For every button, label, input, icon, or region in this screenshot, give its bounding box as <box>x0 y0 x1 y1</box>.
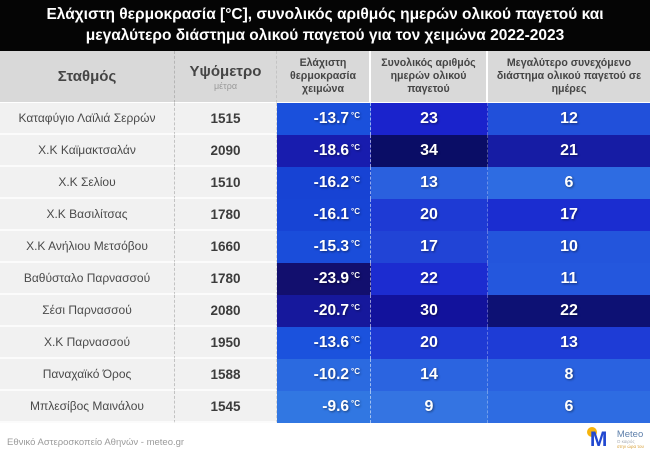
min-temp-value: -16.2 <box>313 174 350 191</box>
min-temp-cell: -16.2 °C <box>277 167 371 199</box>
min-temp-value: -18.6 <box>313 142 350 159</box>
altitude-cell: 1950 <box>175 327 277 359</box>
min-temp-value: -13.6 <box>313 334 350 351</box>
frost-interval-cell: 8 <box>488 359 650 391</box>
min-temp-cell: -23.9 °C <box>277 263 371 295</box>
station-cell: Χ.Κ Σελίου <box>0 167 175 199</box>
frost-interval-cell: 17 <box>488 199 650 231</box>
table-row: Παναχαϊκό Όρος 1588 -10.2 °C 14 8 <box>0 359 650 391</box>
frost-days-cell: 30 <box>371 295 488 327</box>
frost-days-cell: 14 <box>371 359 488 391</box>
celsius-unit: °C <box>351 238 360 248</box>
table-row: Σέσι Παρνασσού 2080 -20.7 °C 30 22 <box>0 295 650 327</box>
min-temp-value: -13.7 <box>313 110 350 127</box>
celsius-unit: °C <box>351 110 360 120</box>
meteo-m-icon: M <box>589 428 607 451</box>
table-header: Σταθμός Υψόμετρο μέτρα Ελάχιστη θερμοκρα… <box>0 51 650 103</box>
altitude-cell: 1545 <box>175 391 277 423</box>
station-cell: Παναχαϊκό Όρος <box>0 359 175 391</box>
min-temp-cell: -18.6 °C <box>277 135 371 167</box>
table-row: Χ.Κ Ανήλιου Μετσόβου 1660 -15.3 °C 17 10 <box>0 231 650 263</box>
celsius-unit: °C <box>351 206 360 216</box>
celsius-unit: °C <box>351 334 360 344</box>
meteo-logo: M Meteo Ο καιρός στην ώρα του <box>586 427 644 453</box>
footer: Εθνικό Αστεροσκοπείο Αθηνών - meteo.gr M… <box>0 423 650 455</box>
celsius-unit: °C <box>351 398 360 408</box>
table-row: Χ.Κ Βασιλίτσας 1780 -16.1 °C 20 17 <box>0 199 650 231</box>
frost-interval-cell: 6 <box>488 391 650 423</box>
altitude-cell: 1780 <box>175 263 277 295</box>
col-header-station: Σταθμός <box>0 51 175 103</box>
station-cell: Χ.Κ Παρνασσού <box>0 327 175 359</box>
frost-days-cell: 22 <box>371 263 488 295</box>
altitude-cell: 2080 <box>175 295 277 327</box>
logo-tagline-1: Ο καιρός <box>616 439 635 445</box>
frost-days-cell: 34 <box>371 135 488 167</box>
title-line-1: Ελάχιστη θερμοκρασία [°C], συνολικός αρι… <box>46 5 604 23</box>
frost-days-cell: 20 <box>371 327 488 359</box>
station-cell: Καταφύγιο Λαϊλιά Σερρών <box>0 103 175 135</box>
page-title: Ελάχιστη θερμοκρασία [°C], συνολικός αρι… <box>0 0 650 51</box>
logo-wordmark: Meteo <box>616 428 644 440</box>
min-temp-cell: -20.7 °C <box>277 295 371 327</box>
table-row: Χ.Κ Παρνασσού 1950 -13.6 °C 20 13 <box>0 327 650 359</box>
table-body: Καταφύγιο Λαϊλιά Σερρών 1515 -13.7 °C 23 12 Χ.… <box>0 103 650 423</box>
min-temp-cell: -13.6 °C <box>277 327 371 359</box>
frost-days-cell: 9 <box>371 391 488 423</box>
logo-tagline-2: στην ώρα του <box>616 444 644 450</box>
altitude-cell: 1515 <box>175 103 277 135</box>
title-line-2: μεγαλύτερο διάστημα ολικού παγετού για τ… <box>85 26 565 44</box>
station-cell: Σέσι Παρνασσού <box>0 295 175 327</box>
table-row: Χ.Κ Καϊμακτσαλάν 2090 -18.6 °C 34 21 <box>0 135 650 167</box>
table-row: Μπλεσίβος Μαινάλου 1545 -9.6 °C 9 6 <box>0 391 650 423</box>
frost-interval-cell: 12 <box>488 103 650 135</box>
table-row: Βαθύσταλο Παρνασσού 1780 -23.9 °C 22 11 <box>0 263 650 295</box>
altitude-cell: 1780 <box>175 199 277 231</box>
frost-interval-cell: 22 <box>488 295 650 327</box>
frost-interval-cell: 11 <box>488 263 650 295</box>
min-temp-value: -20.7 <box>313 302 350 319</box>
frost-days-cell: 13 <box>371 167 488 199</box>
station-cell: Χ.Κ Ανήλιου Μετσόβου <box>0 231 175 263</box>
col-header-min-temp: Ελάχιστη θερμοκρασία χειμώνα <box>277 51 371 103</box>
min-temp-value: -16.1 <box>313 206 350 223</box>
frost-interval-cell: 13 <box>488 327 650 359</box>
sun-icon <box>586 427 597 437</box>
source-attribution: Εθνικό Αστεροσκοπείο Αθηνών - meteo.gr <box>7 436 185 448</box>
min-temp-cell: -15.3 °C <box>277 231 371 263</box>
altitude-cell: 1660 <box>175 231 277 263</box>
col-header-altitude: Υψόμετρο μέτρα <box>175 51 277 103</box>
celsius-unit: °C <box>351 174 360 184</box>
min-temp-value: -15.3 <box>313 238 350 255</box>
min-temp-value: -9.6 <box>322 398 350 415</box>
min-temp-cell: -10.2 °C <box>277 359 371 391</box>
table-row: Χ.Κ Σελίου 1510 -16.2 °C 13 6 <box>0 167 650 199</box>
station-cell: Βαθύσταλο Παρνασσού <box>0 263 175 295</box>
min-temp-cell: -16.1 °C <box>277 199 371 231</box>
altitude-cell: 1510 <box>175 167 277 199</box>
frost-interval-cell: 21 <box>488 135 650 167</box>
min-temp-cell: -9.6 °C <box>277 391 371 423</box>
min-temp-cell: -13.7 °C <box>277 103 371 135</box>
station-cell: Μπλεσίβος Μαινάλου <box>0 391 175 423</box>
celsius-unit: °C <box>351 302 360 312</box>
min-temp-value: -23.9 <box>313 270 350 287</box>
station-cell: Χ.Κ Καϊμακτσαλάν <box>0 135 175 167</box>
table-row: Καταφύγιο Λαϊλιά Σερρών 1515 -13.7 °C 23 12 <box>0 103 650 135</box>
min-temp-value: -10.2 <box>313 366 350 383</box>
altitude-cell: 1588 <box>175 359 277 391</box>
frost-days-cell: 23 <box>371 103 488 135</box>
altitude-cell: 2090 <box>175 135 277 167</box>
station-cell: Χ.Κ Βασιλίτσας <box>0 199 175 231</box>
altitude-unit-label: μέτρα <box>213 80 238 91</box>
celsius-unit: °C <box>351 142 360 152</box>
col-header-frost-days: Συνολικός αριθμός ημερών ολικού παγετού <box>371 51 488 103</box>
celsius-unit: °C <box>351 270 360 280</box>
frost-days-cell: 20 <box>371 199 488 231</box>
frost-days-cell: 17 <box>371 231 488 263</box>
col-header-frost-interval: Μεγαλύτερο συνεχόμενο διάστημα ολικού πα… <box>488 51 650 103</box>
frost-interval-cell: 6 <box>488 167 650 199</box>
celsius-unit: °C <box>351 366 360 376</box>
frost-interval-cell: 10 <box>488 231 650 263</box>
